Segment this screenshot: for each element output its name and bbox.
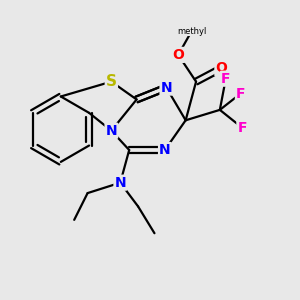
Text: N: N bbox=[106, 124, 117, 138]
Text: O: O bbox=[172, 48, 184, 62]
Text: F: F bbox=[236, 86, 245, 100]
Text: O: O bbox=[215, 61, 227, 75]
Text: N: N bbox=[159, 143, 171, 157]
Text: N: N bbox=[115, 176, 126, 190]
Text: F: F bbox=[221, 72, 230, 86]
Text: S: S bbox=[106, 74, 117, 89]
Text: F: F bbox=[237, 121, 247, 135]
Text: methyl: methyl bbox=[177, 27, 206, 36]
Text: N: N bbox=[160, 81, 172, 94]
